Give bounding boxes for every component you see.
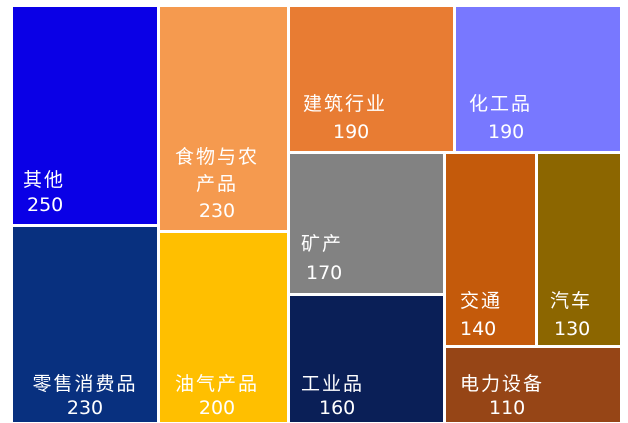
treemap-tile-label: 矿产	[301, 233, 343, 255]
treemap-tile-label: 其他	[23, 169, 65, 191]
treemap-tile-rect	[160, 7, 287, 230]
treemap-tile-rect	[13, 7, 157, 224]
treemap-tile-rect	[160, 233, 287, 422]
treemap-tile-value: 130	[554, 318, 590, 340]
treemap-tile: 矿产 170	[290, 154, 443, 293]
treemap-tile-label: 食物与农	[175, 146, 259, 168]
treemap-tile: 化工品 190	[456, 7, 620, 151]
treemap-tile: 建筑行业 190	[290, 7, 453, 151]
treemap-tile-rect	[290, 154, 443, 293]
treemap-tile-value: 190	[488, 121, 524, 143]
treemap-tile-label: 电力设备	[460, 373, 544, 395]
treemap-tile-label: 产品	[196, 173, 238, 195]
treemap-tile-label: 油气产品	[175, 373, 259, 395]
treemap-tile-rect	[13, 227, 157, 422]
treemap-tile-label: 工业品	[301, 373, 364, 395]
treemap-tile-value: 230	[199, 200, 235, 222]
treemap-tile-label: 汽车	[550, 290, 592, 312]
treemap-tile-value: 170	[306, 262, 342, 284]
treemap-tile-value: 250	[27, 194, 63, 216]
treemap-tile-rect	[290, 7, 453, 151]
treemap-tile-value: 200	[199, 397, 235, 419]
treemap-tile-value: 110	[489, 397, 525, 419]
treemap-tile-label: 建筑行业	[303, 93, 387, 115]
treemap-tile-rect	[446, 154, 535, 345]
treemap-tile-rect	[290, 296, 443, 422]
treemap-tile-rect	[456, 7, 620, 151]
treemap-tile-label: 化工品	[469, 93, 532, 115]
treemap-tile: 汽车 130	[538, 154, 620, 345]
treemap-tile: 交通 140	[446, 154, 535, 345]
treemap-tile-rect	[446, 348, 620, 422]
treemap-tile-value: 190	[333, 121, 369, 143]
treemap-tile-value: 140	[460, 318, 496, 340]
treemap-tile-label: 交通	[460, 290, 502, 312]
treemap-tile: 其他 250	[13, 7, 157, 224]
treemap-tile-rect	[538, 154, 620, 345]
treemap-tile-label: 零售消费品	[32, 373, 137, 395]
treemap-tile-value: 230	[67, 397, 103, 419]
treemap-tile-value: 160	[319, 397, 355, 419]
